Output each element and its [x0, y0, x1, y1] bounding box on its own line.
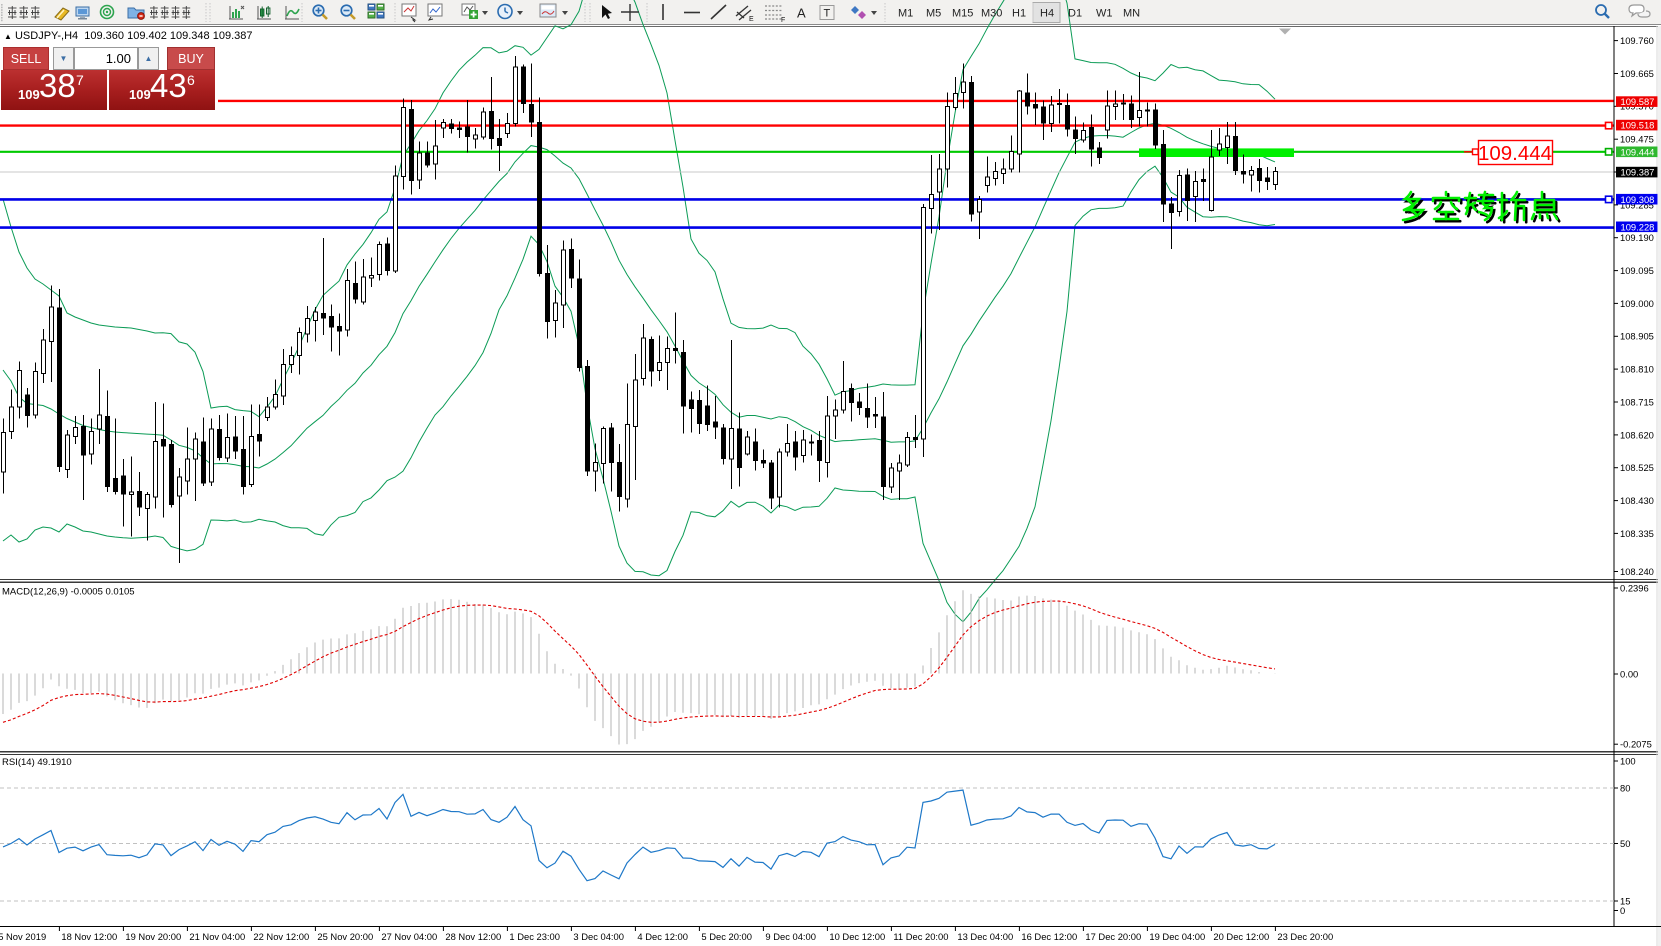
- svg-text:109.387: 109.387: [1621, 167, 1655, 178]
- svg-text:109.444: 109.444: [1621, 146, 1655, 157]
- svg-text:M5: M5: [926, 8, 941, 20]
- svg-text:108.715: 108.715: [1620, 396, 1654, 407]
- svg-text:109.095: 109.095: [1620, 265, 1654, 276]
- svg-text:M15: M15: [952, 8, 973, 20]
- svg-text:M30: M30: [981, 8, 1002, 20]
- svg-text:19 Nov 20:00: 19 Nov 20:00: [125, 931, 181, 942]
- svg-text:3 Dec 04:00: 3 Dec 04:00: [573, 931, 624, 942]
- svg-text:108.620: 108.620: [1620, 429, 1654, 440]
- svg-text:108.240: 108.240: [1620, 566, 1654, 577]
- svg-text:108.525: 108.525: [1620, 462, 1654, 473]
- svg-text:109.228: 109.228: [1621, 221, 1655, 232]
- svg-text:13 Dec 04:00: 13 Dec 04:00: [957, 931, 1013, 942]
- svg-text:109.665: 109.665: [1620, 68, 1654, 79]
- svg-text:D1: D1: [1068, 8, 1082, 20]
- svg-text:19 Dec 04:00: 19 Dec 04:00: [1149, 931, 1205, 942]
- svg-text:15: 15: [1620, 895, 1630, 906]
- svg-text:109.190: 109.190: [1620, 232, 1654, 243]
- svg-text:RSI(14) 49.1910: RSI(14) 49.1910: [2, 757, 72, 768]
- svg-text:4 Dec 12:00: 4 Dec 12:00: [637, 931, 688, 942]
- svg-text:H1: H1: [1012, 8, 1026, 20]
- svg-text:109.444: 109.444: [1478, 142, 1552, 165]
- svg-text:22 Nov 12:00: 22 Nov 12:00: [253, 931, 309, 942]
- svg-text:109.285: 109.285: [1620, 199, 1654, 210]
- svg-text:108.810: 108.810: [1620, 364, 1654, 375]
- svg-text:50: 50: [1620, 838, 1630, 849]
- svg-text:109.000: 109.000: [1620, 298, 1654, 309]
- svg-text:21 Nov 04:00: 21 Nov 04:00: [189, 931, 245, 942]
- svg-text:H4: H4: [1040, 8, 1054, 20]
- svg-text:10 Dec 12:00: 10 Dec 12:00: [829, 931, 885, 942]
- svg-text:17 Dec 20:00: 17 Dec 20:00: [1085, 931, 1141, 942]
- svg-text:28 Nov 12:00: 28 Nov 12:00: [445, 931, 501, 942]
- svg-text:5 Dec 20:00: 5 Dec 20:00: [701, 931, 752, 942]
- svg-text:23 Dec 20:00: 23 Dec 20:00: [1277, 931, 1333, 942]
- svg-text:M1: M1: [898, 8, 913, 20]
- svg-text:9 Dec 04:00: 9 Dec 04:00: [765, 931, 816, 942]
- svg-text:108.430: 108.430: [1620, 495, 1654, 506]
- svg-text:T: T: [824, 8, 831, 20]
- svg-text:109.475: 109.475: [1620, 134, 1654, 145]
- svg-text:1 Dec 23:00: 1 Dec 23:00: [509, 931, 560, 942]
- svg-text:18 Nov 12:00: 18 Nov 12:00: [61, 931, 117, 942]
- svg-text:108.905: 108.905: [1620, 331, 1654, 342]
- svg-text:109.760: 109.760: [1620, 35, 1654, 46]
- svg-text:W1: W1: [1096, 8, 1113, 20]
- svg-text:27 Nov 04:00: 27 Nov 04:00: [381, 931, 437, 942]
- svg-text:25 Nov 20:00: 25 Nov 20:00: [317, 931, 373, 942]
- svg-text:100: 100: [1620, 755, 1636, 766]
- svg-text:15 Nov 2019: 15 Nov 2019: [0, 931, 46, 942]
- svg-text:109.518: 109.518: [1621, 120, 1655, 131]
- svg-text:0: 0: [1620, 905, 1625, 916]
- svg-text:109.587: 109.587: [1621, 96, 1655, 107]
- svg-text:80: 80: [1620, 782, 1630, 793]
- svg-text:108.335: 108.335: [1620, 528, 1654, 539]
- svg-text:20 Dec 12:00: 20 Dec 12:00: [1213, 931, 1269, 942]
- svg-text:MACD(12,26,9) -0.0005 0.0105: MACD(12,26,9) -0.0005 0.0105: [2, 587, 135, 598]
- svg-text:0.2396: 0.2396: [1620, 582, 1649, 593]
- svg-text:MN: MN: [1123, 8, 1140, 20]
- svg-text:109.308: 109.308: [1621, 194, 1655, 205]
- svg-text:E: E: [749, 16, 754, 23]
- svg-text:F: F: [781, 17, 785, 24]
- svg-text:-0.2075: -0.2075: [1620, 739, 1652, 750]
- svg-text:A: A: [797, 6, 806, 21]
- svg-text:11 Dec 20:00: 11 Dec 20:00: [893, 931, 948, 942]
- svg-text:16 Dec 12:00: 16 Dec 12:00: [1021, 931, 1077, 942]
- svg-text:0.00: 0.00: [1620, 668, 1638, 679]
